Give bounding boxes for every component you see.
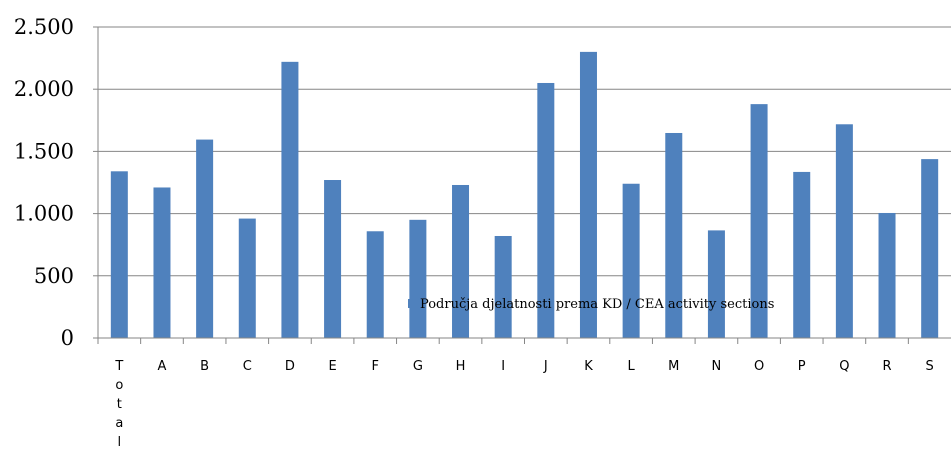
- x-tick-label: F: [371, 359, 378, 374]
- legend: Područja djelatnosti prema KD / CEA acti…: [408, 297, 774, 312]
- bar-k: [579, 51, 597, 338]
- bar-e: [324, 180, 342, 338]
- x-tick-label: O: [754, 359, 764, 374]
- bar-g: [409, 219, 427, 338]
- x-tick-label: M: [668, 359, 679, 374]
- legend-swatch: [408, 299, 417, 308]
- x-tick-label: K: [584, 359, 593, 374]
- bar-l: [622, 183, 640, 338]
- bar-p: [793, 171, 811, 338]
- bar-s: [921, 159, 939, 338]
- x-tick-label: A: [158, 359, 167, 374]
- x-tick-label: R: [883, 359, 892, 374]
- y-tick-label: 2.000: [14, 77, 74, 101]
- bar-i: [494, 235, 512, 338]
- x-tick-label: E: [328, 359, 336, 374]
- bar-q: [835, 124, 853, 339]
- x-tick-label: H: [456, 359, 466, 374]
- x-tick-label: C: [243, 359, 252, 374]
- bar-total: [110, 171, 128, 338]
- y-tick-label: 2.500: [14, 15, 74, 39]
- x-tick-label: B: [200, 359, 209, 374]
- y-axis-ticks: 0 500 1.000 1.500 2.000 2.500: [14, 15, 74, 350]
- bar-a: [153, 187, 171, 338]
- y-tick-label: 0: [61, 326, 74, 350]
- gridlines: [93, 26, 951, 339]
- x-tick-label: P: [798, 359, 806, 374]
- y-tick-label: 500: [34, 264, 74, 288]
- x-tick-label: L: [628, 359, 636, 374]
- bar-b: [196, 139, 214, 338]
- bar-d: [281, 61, 299, 338]
- x-tick-label: G: [413, 359, 423, 374]
- x-tick-label: I: [501, 359, 505, 374]
- x-tick-label: N: [712, 359, 722, 374]
- bars: [110, 51, 939, 339]
- x-tick-label: J: [543, 359, 548, 374]
- bar-m: [665, 132, 683, 338]
- bar-r: [878, 212, 896, 338]
- bar-c: [238, 218, 256, 338]
- y-tick-label: 1.000: [14, 202, 74, 226]
- x-tick-label: Q: [839, 359, 849, 374]
- bar-f: [366, 231, 384, 338]
- legend-label: Područja djelatnosti prema KD / CEA acti…: [420, 297, 774, 312]
- y-tick-label: 1.500: [14, 139, 74, 163]
- bar-j: [537, 82, 555, 338]
- x-tick-label: D: [285, 359, 295, 374]
- bar-h: [452, 184, 470, 338]
- x-tick-label: S: [926, 359, 934, 374]
- bar-n: [707, 230, 725, 338]
- axes: [97, 27, 951, 339]
- bar-o: [750, 104, 768, 339]
